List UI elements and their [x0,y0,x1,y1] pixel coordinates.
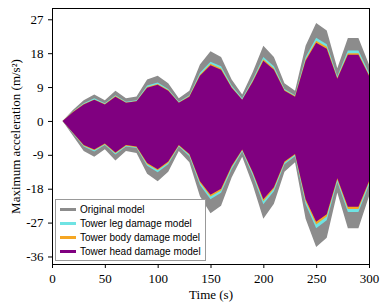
html-text:Tower head damage model: Tower head damage model [80,245,201,257]
svg-text:18: 18 [31,46,44,61]
svg-text:-9: -9 [33,147,44,162]
html-text:Tower body damage model: Tower body damage model [80,231,201,243]
html-text:Original model: Original model [80,203,145,215]
svg-text:0: 0 [37,114,44,129]
svg-text:9: 9 [37,80,44,95]
svg-text:Maximum acceleration (m/s²): Maximum acceleration (m/s²) [8,59,23,214]
svg-text:27: 27 [31,12,45,27]
svg-text:-27: -27 [26,215,44,230]
svg-text:250: 250 [307,271,327,286]
svg-text:150: 150 [201,271,221,286]
html-text:Tower leg damage model: Tower leg damage model [80,217,192,229]
svg-text:0: 0 [49,271,56,286]
svg-text:Time (s): Time (s) [189,287,233,302]
svg-text:300: 300 [360,271,380,286]
svg-text:50: 50 [99,271,112,286]
svg-text:200: 200 [254,271,274,286]
svg-text:-18: -18 [26,181,43,196]
svg-text:100: 100 [148,271,168,286]
svg-text:-36: -36 [26,249,44,264]
